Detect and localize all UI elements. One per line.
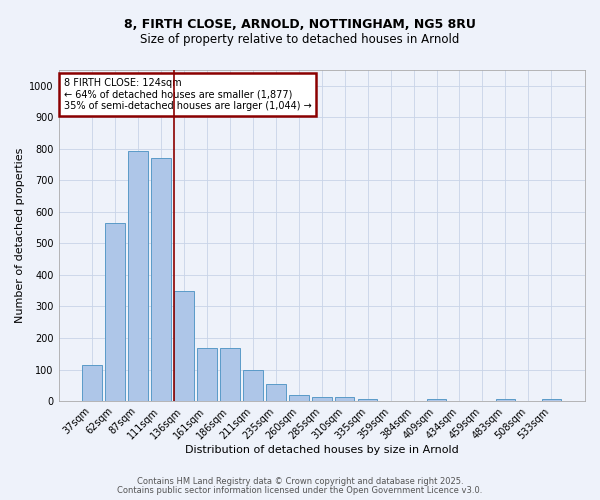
Bar <box>197 348 217 401</box>
Bar <box>106 223 125 401</box>
Text: 8 FIRTH CLOSE: 124sqm
← 64% of detached houses are smaller (1,877)
35% of semi-d: 8 FIRTH CLOSE: 124sqm ← 64% of detached … <box>64 78 311 112</box>
Text: 8, FIRTH CLOSE, ARNOLD, NOTTINGHAM, NG5 8RU: 8, FIRTH CLOSE, ARNOLD, NOTTINGHAM, NG5 … <box>124 18 476 30</box>
Bar <box>289 396 308 401</box>
Bar <box>220 348 239 401</box>
Bar <box>266 384 286 401</box>
Bar <box>128 151 148 401</box>
Bar <box>243 370 263 401</box>
Bar <box>151 158 171 401</box>
Text: Contains public sector information licensed under the Open Government Licence v3: Contains public sector information licen… <box>118 486 482 495</box>
Bar <box>312 398 332 401</box>
Bar <box>335 398 355 401</box>
Text: Size of property relative to detached houses in Arnold: Size of property relative to detached ho… <box>140 32 460 46</box>
Bar <box>82 366 102 401</box>
Bar <box>542 400 561 401</box>
Bar <box>496 400 515 401</box>
Text: Contains HM Land Registry data © Crown copyright and database right 2025.: Contains HM Land Registry data © Crown c… <box>137 477 463 486</box>
Bar <box>174 290 194 401</box>
Bar <box>427 398 446 401</box>
X-axis label: Distribution of detached houses by size in Arnold: Distribution of detached houses by size … <box>185 445 458 455</box>
Bar <box>358 400 377 401</box>
Y-axis label: Number of detached properties: Number of detached properties <box>15 148 25 323</box>
